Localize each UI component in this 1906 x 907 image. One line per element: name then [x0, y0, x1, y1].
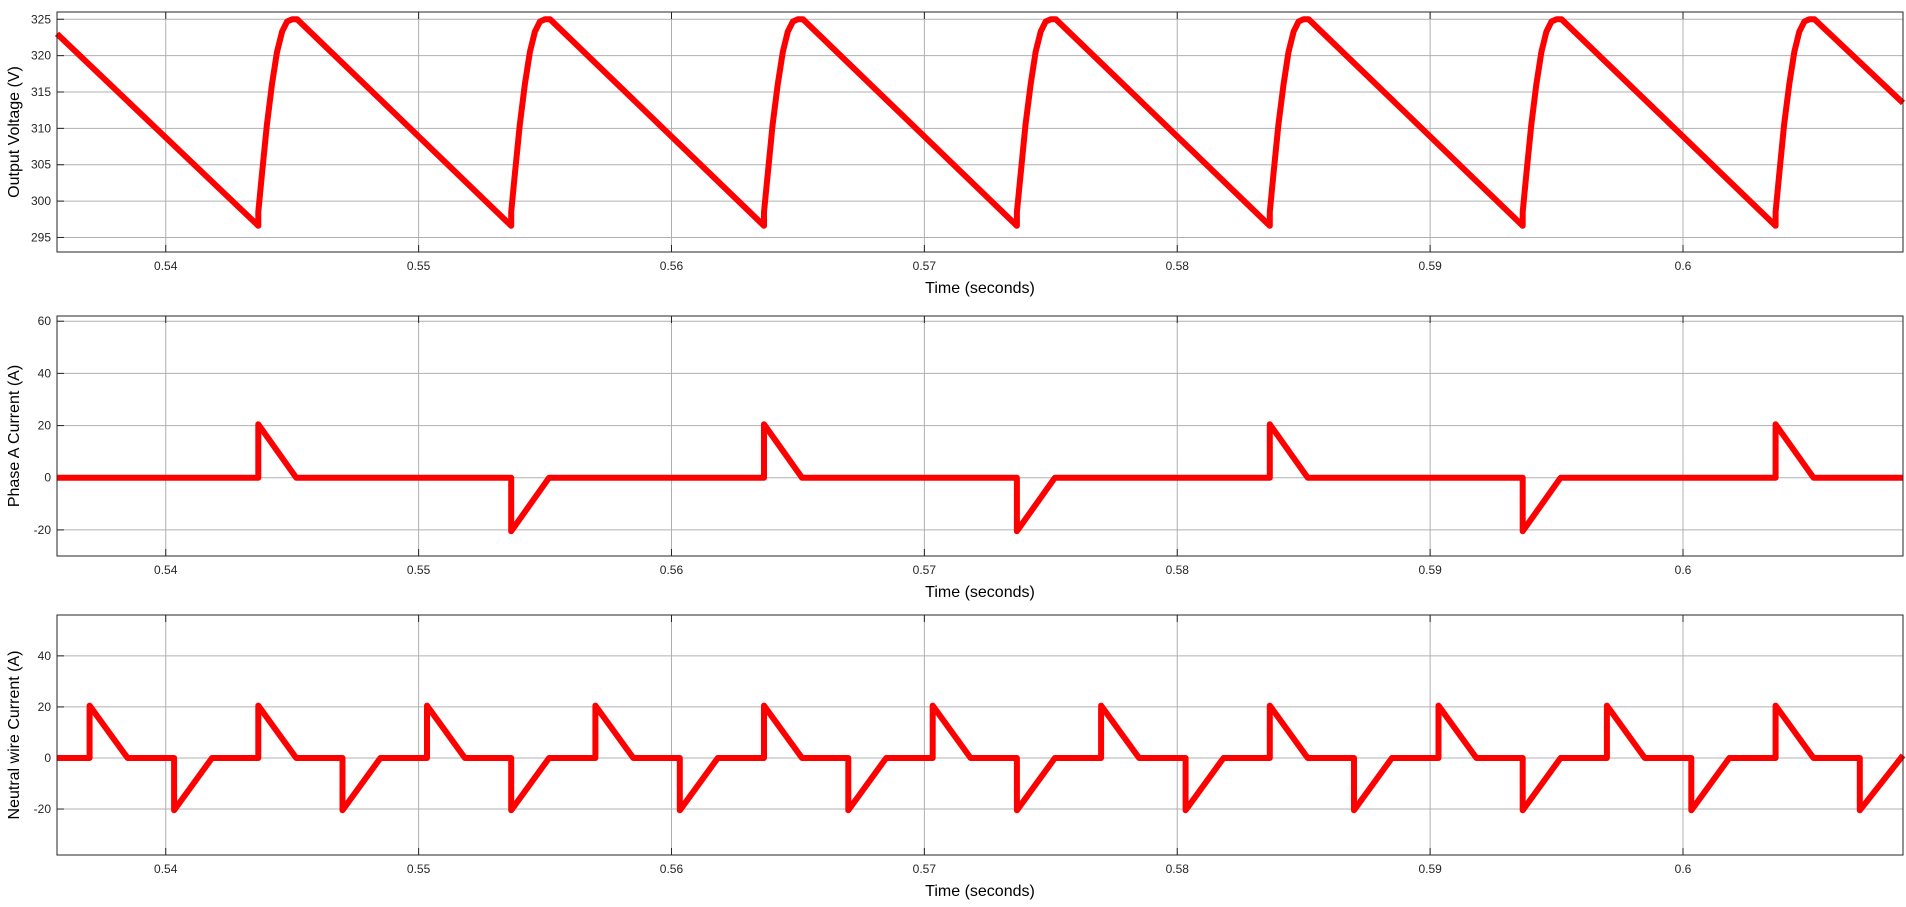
x-tick-label: 0.57 — [913, 259, 937, 273]
y-tick-label: 300 — [31, 194, 51, 208]
x-axis-label: Time (seconds) — [925, 584, 1035, 601]
x-tick-label: 0.54 — [154, 563, 178, 577]
y-tick-label: 295 — [31, 230, 51, 244]
x-tick-label: 0.6 — [1675, 563, 1692, 577]
y-axis-label: Output Voltage (V) — [6, 66, 23, 198]
x-tick-label: 0.58 — [1166, 862, 1190, 876]
y-tick-label: 40 — [38, 366, 52, 380]
subplot-3: 0.54 0.55 0.56 0.57 0.58 0.59 0.6 -20 0 20 40 Time … — [6, 615, 1903, 900]
y-axis-label: Phase A Current (A) — [6, 365, 23, 507]
y-tick-label: 20 — [38, 419, 52, 433]
y-axis-label: Neutral wire Current (A) — [6, 651, 23, 820]
x-tick-label: 0.54 — [154, 259, 178, 273]
x-tick-label: 0.56 — [660, 259, 684, 273]
x-tick-label: 0.54 — [154, 862, 178, 876]
x-tick-label: 0.56 — [660, 862, 684, 876]
plot-background — [57, 316, 1903, 556]
x-tick-label: 0.6 — [1675, 259, 1692, 273]
x-tick-label: 0.57 — [913, 563, 937, 577]
x-tick-label: 0.58 — [1166, 259, 1190, 273]
y-tick-label: 320 — [31, 49, 51, 63]
y-tick-label: 315 — [31, 85, 51, 99]
y-tick-label: -20 — [34, 523, 52, 537]
x-tick-label: 0.6 — [1675, 862, 1692, 876]
subplot-2: 0.54 0.55 0.56 0.57 0.58 0.59 0.6 -20 0 20 40 60 Tim… — [6, 314, 1903, 601]
y-tick-label: 0 — [44, 751, 51, 765]
y-tick-label: 20 — [38, 700, 52, 714]
x-tick-label: 0.55 — [407, 563, 431, 577]
y-tick-label: 325 — [31, 12, 51, 26]
y-tick-label: 305 — [31, 158, 51, 172]
x-tick-label: 0.58 — [1166, 563, 1190, 577]
x-tick-label: 0.55 — [407, 862, 431, 876]
plot-background — [57, 12, 1903, 252]
subplot-1: 0.54 0.55 0.56 0.57 0.58 0.59 0.6 295 300 305 310 3… — [6, 12, 1903, 297]
x-tick-label: 0.57 — [913, 862, 937, 876]
x-tick-label: 0.59 — [1418, 563, 1442, 577]
x-tick-label: 0.56 — [660, 563, 684, 577]
y-tick-label: 310 — [31, 121, 51, 135]
x-axis-label: Time (seconds) — [925, 280, 1035, 297]
x-tick-label: 0.55 — [407, 259, 431, 273]
x-axis-label: Time (seconds) — [925, 883, 1035, 900]
y-tick-label: 40 — [38, 649, 52, 663]
x-tick-label: 0.59 — [1418, 862, 1442, 876]
y-tick-label: 0 — [44, 471, 51, 485]
x-tick-label: 0.59 — [1418, 259, 1442, 273]
y-tick-label: -20 — [34, 802, 52, 816]
y-tick-label: 60 — [38, 314, 52, 328]
